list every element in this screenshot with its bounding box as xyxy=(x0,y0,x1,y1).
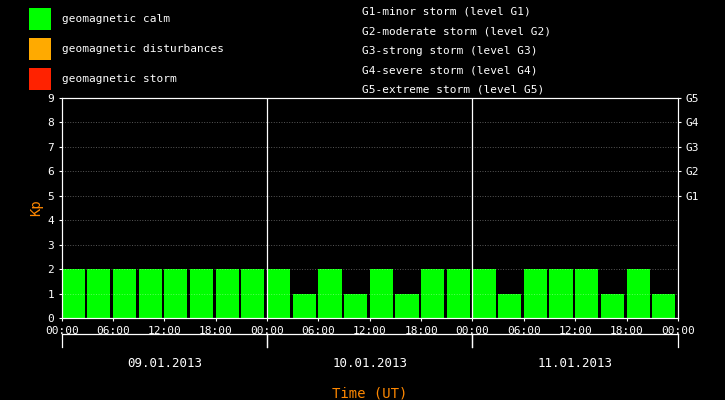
Text: G4-severe storm (level G4): G4-severe storm (level G4) xyxy=(362,66,538,76)
Bar xyxy=(29,38,51,60)
Bar xyxy=(267,269,290,318)
Text: Time (UT): Time (UT) xyxy=(332,386,407,400)
Text: G3-strong storm (level G3): G3-strong storm (level G3) xyxy=(362,46,538,56)
Bar xyxy=(29,8,51,30)
Bar xyxy=(29,68,51,90)
Bar xyxy=(216,269,239,318)
Text: 11.01.2013: 11.01.2013 xyxy=(538,357,613,370)
Bar xyxy=(447,269,470,318)
Text: G1-minor storm (level G1): G1-minor storm (level G1) xyxy=(362,7,531,17)
Bar xyxy=(318,269,341,318)
Text: geomagnetic storm: geomagnetic storm xyxy=(62,74,176,84)
Bar xyxy=(652,294,675,318)
Bar xyxy=(601,294,624,318)
Bar xyxy=(62,269,85,318)
Text: G5-extreme storm (level G5): G5-extreme storm (level G5) xyxy=(362,85,544,95)
Bar xyxy=(344,294,367,318)
Bar xyxy=(626,269,650,318)
Bar xyxy=(421,269,444,318)
Bar xyxy=(473,269,496,318)
Text: 10.01.2013: 10.01.2013 xyxy=(332,357,407,370)
Text: G2-moderate storm (level G2): G2-moderate storm (level G2) xyxy=(362,26,552,36)
Bar xyxy=(498,294,521,318)
Text: geomagnetic disturbances: geomagnetic disturbances xyxy=(62,44,223,54)
Bar xyxy=(165,269,188,318)
Bar xyxy=(241,269,265,318)
Bar xyxy=(575,269,598,318)
Text: geomagnetic calm: geomagnetic calm xyxy=(62,14,170,24)
Bar xyxy=(370,269,393,318)
Text: 09.01.2013: 09.01.2013 xyxy=(127,357,202,370)
Bar xyxy=(87,269,110,318)
Bar xyxy=(190,269,213,318)
Bar xyxy=(293,294,316,318)
Bar xyxy=(523,269,547,318)
Bar xyxy=(113,269,136,318)
Y-axis label: Kp: Kp xyxy=(29,200,43,216)
Bar xyxy=(550,269,573,318)
Bar xyxy=(395,294,418,318)
Bar xyxy=(138,269,162,318)
